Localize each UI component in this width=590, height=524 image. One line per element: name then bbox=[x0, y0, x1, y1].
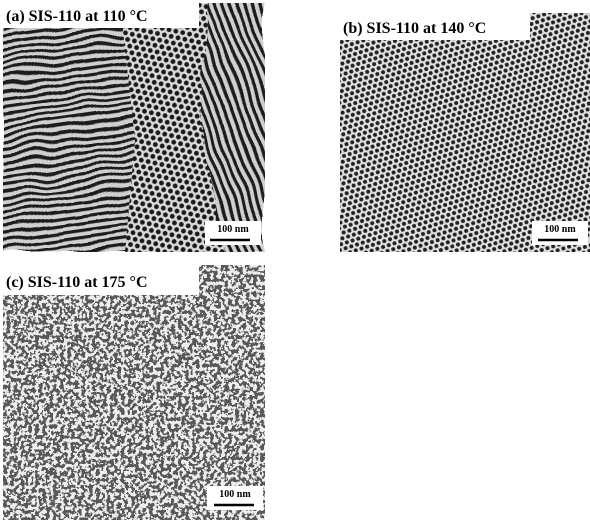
micrograph-a bbox=[3, 3, 265, 252]
scale-bar-label: 100 nm bbox=[217, 224, 249, 235]
figure: (a) SIS-110 at 110 °C 100 nm (b) SIS-110… bbox=[0, 0, 590, 524]
scale-bar-label: 100 nm bbox=[544, 224, 576, 235]
panel-label: (b) SIS-110 at 140 °C bbox=[343, 20, 486, 37]
panel-label: (a) SIS-110 at 110 °C bbox=[6, 8, 148, 25]
panel-label: (c) SIS-110 at 175 °C bbox=[6, 274, 148, 291]
scale-bar-label: 100 nm bbox=[219, 489, 251, 500]
micrograph-c bbox=[3, 265, 265, 520]
micrograph-b bbox=[340, 13, 590, 252]
